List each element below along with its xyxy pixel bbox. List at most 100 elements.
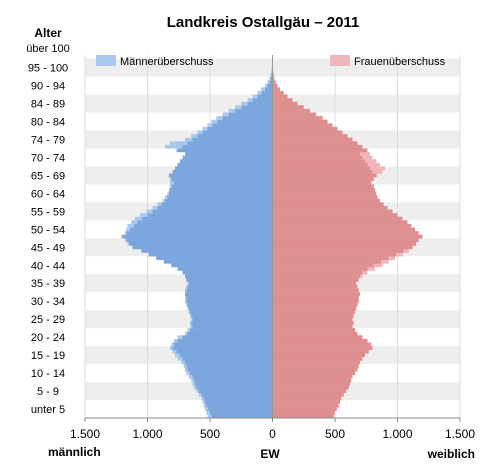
x-tick-label: 1.500 bbox=[445, 427, 475, 441]
age-group-label: 30 - 34 bbox=[31, 296, 65, 308]
bar-male-age-53 bbox=[133, 223, 273, 228]
left-label-male: männlich bbox=[48, 445, 101, 459]
bar-male-surplus-age-96 bbox=[271, 69, 272, 74]
bar-male-surplus-age-57 bbox=[146, 209, 153, 214]
bar-female-age-12 bbox=[272, 371, 355, 376]
bar-male-age-71 bbox=[180, 159, 273, 164]
bar-female-age-49 bbox=[272, 238, 419, 243]
bar-male-surplus-age-83 bbox=[216, 116, 223, 120]
bar-female-surplus-age-70 bbox=[367, 162, 380, 167]
bar-male-surplus-age-54 bbox=[131, 220, 138, 225]
bar-female-age-54 bbox=[272, 220, 408, 225]
bar-female-age-55 bbox=[272, 216, 403, 221]
x-axis-ticks: 1.500 1.000 500 0 500 1.000 1.500 bbox=[70, 418, 475, 441]
bar-male-age-21 bbox=[177, 338, 273, 343]
bar-male-age-55 bbox=[142, 216, 273, 221]
bar-male-surplus-age-49 bbox=[125, 238, 127, 243]
bar-female-age-42 bbox=[272, 263, 374, 268]
bar-male-age-35 bbox=[186, 288, 273, 293]
age-group-label: unter 5 bbox=[31, 404, 65, 416]
bar-male-surplus-age-77 bbox=[185, 137, 193, 142]
age-group-label: 35 - 39 bbox=[31, 278, 65, 290]
bar-male-age-48 bbox=[128, 241, 273, 246]
bar-male-surplus-age-10 bbox=[191, 378, 194, 383]
bar-female-age-92 bbox=[272, 83, 278, 88]
bar-male-age-1 bbox=[210, 410, 273, 415]
age-group-label: 70 - 74 bbox=[31, 152, 65, 164]
age-group-label: 60 - 64 bbox=[31, 188, 65, 200]
age-group-labels: unter 5 5 - 9 10 - 14 15 - 19 20 - 24 25 - 29… bbox=[26, 43, 69, 416]
age-group-label: 80 - 84 bbox=[31, 116, 65, 128]
bar-male-surplus-age-66 bbox=[170, 177, 172, 181]
bar-female-age-39 bbox=[272, 274, 360, 279]
bar-female-age-25 bbox=[272, 324, 353, 329]
bar-male-surplus-age-15 bbox=[181, 360, 185, 365]
bar-male-age-92 bbox=[267, 83, 273, 88]
bar-male-age-38 bbox=[186, 277, 273, 282]
bar-male-surplus-age-36 bbox=[186, 285, 188, 289]
bar-male-surplus-age-53 bbox=[127, 223, 134, 228]
bar-female-age-72 bbox=[272, 155, 363, 160]
bar-female-age-24 bbox=[272, 328, 355, 332]
bar-male-age-20 bbox=[173, 342, 273, 347]
bar-female-age-66 bbox=[272, 177, 374, 181]
bar-male-surplus-age-27 bbox=[191, 317, 193, 322]
bar-male-surplus-age-76 bbox=[170, 141, 188, 146]
bar-male-surplus-age-31 bbox=[186, 302, 188, 307]
bar-female-surplus-age-43 bbox=[381, 259, 389, 264]
bar-male-age-67 bbox=[168, 173, 273, 178]
bar-female-age-3 bbox=[272, 403, 339, 408]
bar-female-age-43 bbox=[272, 259, 382, 264]
bar-male-age-9 bbox=[195, 382, 273, 386]
bar-male-surplus-age-18 bbox=[172, 349, 177, 354]
bar-male-surplus-age-4 bbox=[202, 400, 205, 404]
legend-label-female-surplus: Frauenüberschuss bbox=[354, 56, 446, 68]
bar-male-age-58 bbox=[157, 205, 273, 210]
y-axis-title: Alter bbox=[34, 26, 62, 40]
bar-male-surplus-age-22 bbox=[177, 335, 183, 340]
bar-male-age-79 bbox=[202, 130, 273, 135]
bar-male-age-11 bbox=[192, 374, 273, 379]
bar-male-age-23 bbox=[187, 331, 273, 336]
bar-female-age-78 bbox=[272, 134, 348, 138]
bar-male-surplus-age-33 bbox=[185, 295, 187, 300]
bar-male-age-59 bbox=[161, 202, 273, 207]
bar-male-age-84 bbox=[228, 112, 273, 117]
bar-male-age-50 bbox=[122, 234, 273, 239]
bar-male-age-42 bbox=[171, 263, 273, 268]
bar-male-surplus-age-17 bbox=[175, 353, 180, 358]
age-group-label: 15 - 19 bbox=[31, 350, 65, 362]
bar-female-age-33 bbox=[272, 295, 359, 300]
bar-male-age-75 bbox=[182, 144, 273, 149]
bar-female-age-64 bbox=[272, 184, 374, 189]
bar-female-age-20 bbox=[272, 342, 372, 347]
bar-female-age-74 bbox=[272, 148, 368, 153]
bar-male-surplus-age-79 bbox=[197, 130, 203, 135]
bar-male-age-15 bbox=[185, 360, 273, 365]
bar-female-age-91 bbox=[272, 87, 280, 92]
bar-male-age-68 bbox=[172, 170, 273, 174]
bar-female-age-46 bbox=[272, 249, 404, 253]
bar-male-age-46 bbox=[141, 249, 273, 253]
bar-female-age-38 bbox=[272, 277, 359, 282]
bar-female-age-86 bbox=[272, 105, 304, 110]
bar-male-age-6 bbox=[201, 392, 273, 397]
legend-swatch-female-surplus bbox=[330, 55, 350, 66]
bar-male-age-43 bbox=[163, 259, 273, 264]
x-tick-label: 1.500 bbox=[70, 427, 100, 441]
bar-male-age-27 bbox=[192, 317, 273, 322]
bar-female-surplus-age-45 bbox=[396, 252, 403, 257]
bar-female-surplus-age-68 bbox=[372, 170, 383, 174]
bar-female-age-36 bbox=[272, 285, 358, 289]
bar-male-age-63 bbox=[170, 187, 273, 192]
age-group-label: 25 - 29 bbox=[31, 314, 65, 326]
age-group-label: 65 - 69 bbox=[31, 170, 65, 182]
legend-male-surplus: Männerüberschuss bbox=[96, 55, 214, 68]
bar-male-surplus-age-94 bbox=[269, 76, 271, 81]
bar-female-age-83 bbox=[272, 116, 323, 120]
age-group-label: 95 - 100 bbox=[28, 63, 68, 75]
bar-male-surplus-age-62 bbox=[167, 191, 169, 196]
bar-female-age-59 bbox=[272, 202, 384, 207]
bar-female-age-67 bbox=[272, 173, 377, 178]
bar-female-age-41 bbox=[272, 267, 368, 271]
